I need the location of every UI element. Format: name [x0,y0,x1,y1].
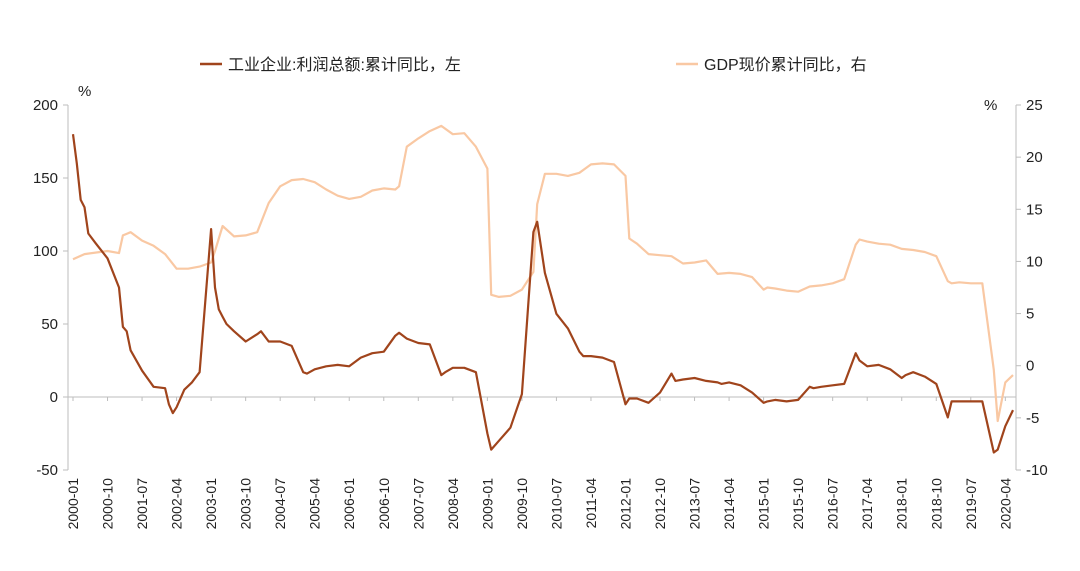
right-axis-tick-label: 15 [1026,201,1043,218]
left-axis-tick-label: -50 [36,462,58,479]
right-axis: -10 -5 0 5 10 15 20 25 [1015,97,1048,479]
right-axis-tick-label: -5 [1026,410,1039,427]
left-axis-tick-label: 0 [50,389,58,406]
x-axis-tick-label: 2015-10 [790,478,806,530]
x-axis: 2000-01 2000-10 2001-07 2002-04 2003-01 2003-… [65,396,1016,530]
right-axis-tick-label: 5 [1026,306,1034,323]
x-axis-tick-label: 2010-07 [548,478,564,530]
x-axis-tick-label: 2004-07 [272,478,288,530]
left-axis-tick-label: 50 [41,316,58,333]
left-axis-tick-label: 100 [33,243,58,260]
x-axis-tick-label: 2003-10 [238,478,254,530]
x-axis-tick-label: 2002-04 [169,478,185,530]
right-axis-tick-label: 25 [1026,97,1043,114]
right-axis-tick-label: 10 [1026,253,1043,270]
x-axis-tick-label: 2012-10 [652,478,668,530]
x-axis-tick-label: 2019-07 [963,478,979,530]
left-axis-unit-label: % [78,83,91,100]
legend: 工业企业:利润总额:累计同比，左 GDP现价累计同比，右 [200,56,867,74]
x-axis-tick-label: 2014-04 [721,478,737,530]
x-axis-tick-label: 2005-04 [307,478,323,530]
series-line-gdp [72,124,1014,423]
x-axis-tick-label: 2011-04 [583,478,599,529]
x-axis-tick-label: 2001-07 [134,478,150,530]
x-axis-tick-label: 2018-10 [928,478,944,530]
x-axis-tick-label: 2009-10 [514,478,530,530]
right-axis-tick-label: 20 [1026,149,1043,166]
x-axis-tick-label: 2015-01 [756,478,772,530]
x-axis-tick-label: 2007-07 [410,478,426,530]
left-axis-tick-label: 200 [33,97,58,114]
left-axis: -50 0 50 100 150 200 [33,97,69,479]
x-axis-tick-label: 2000-10 [100,478,116,530]
series-line-profit [71,134,1014,454]
x-axis-tick-label: 2006-10 [376,478,392,530]
legend-label-gdp: GDP现价累计同比，右 [704,56,867,74]
x-axis-tick-label: 2017-04 [859,478,875,530]
x-axis-tick-label: 2006-01 [341,478,357,530]
x-axis-tick-label: 2013-07 [687,478,703,530]
x-axis-tick-label: 2003-01 [203,478,219,530]
x-axis-tick-label: 2008-04 [445,478,461,530]
x-axis-tick-label: 2016-07 [825,478,841,530]
x-axis-tick-label: 2020-04 [997,478,1013,530]
x-axis-tick-label: 2012-01 [617,478,633,530]
right-axis-unit-label: % [984,97,997,114]
right-axis-tick-label: -10 [1026,462,1048,479]
left-axis-tick-label: 150 [33,170,58,187]
x-axis-tick-label: 2000-01 [65,478,81,530]
right-axis-tick-label: 0 [1026,358,1034,375]
legend-label-profit: 工业企业:利润总额:累计同比，左 [228,56,461,74]
x-axis-tick-label: 2018-01 [894,478,910,530]
x-axis-tick-label: 2009-01 [479,478,495,530]
